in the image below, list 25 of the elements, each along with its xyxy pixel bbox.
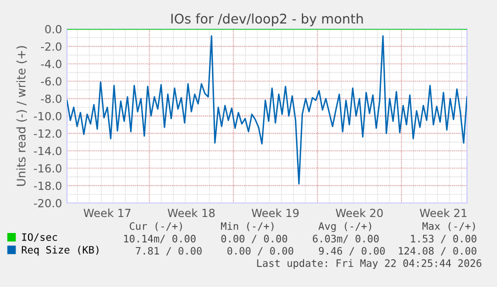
line-series xyxy=(67,35,467,185)
text: 7.81 / 0.00 0.00 / 0.00 9.46 / 0.00 124.08 / 0.00 xyxy=(136,247,476,256)
y-tick-label: -16.0 xyxy=(34,164,62,173)
x-tick-label: Week 20 xyxy=(336,208,383,218)
x-tick-label: Week 17 xyxy=(84,208,130,218)
y-tick-label: -4.0 xyxy=(41,60,62,68)
chart-title: IOs for /dev/loop2 - by month xyxy=(171,13,363,26)
y-tick-label: -14.0 xyxy=(34,146,62,156)
y-tick-label: -8.0 xyxy=(41,94,62,103)
y-tick-label: -6.0 xyxy=(41,77,62,86)
x-tick-label: Week 21 xyxy=(420,208,466,218)
x-tick-label: Week 18 xyxy=(168,208,215,218)
y-tick-label: -2.0 xyxy=(41,42,62,51)
y-tick-label: 0.0 xyxy=(45,24,62,34)
y-axis-title: Units read (-) / write (+) xyxy=(16,46,27,186)
text: Last update: Fri May 22 04:25:44 2026 xyxy=(257,259,482,269)
legend-label: Req Size (KB) xyxy=(22,246,98,256)
y-tick-label: -18.0 xyxy=(34,182,62,190)
y-tick-label: -12.0 xyxy=(34,129,62,138)
text: 10.14m/ 0.00 0.00 / 0.00 6.03m/ 0.00 1.53 / 0.00 xyxy=(124,234,476,244)
y-tick-label: -20.0 xyxy=(34,198,62,208)
x-tick-label: Week 19 xyxy=(252,208,299,218)
y-tick-label: -10.0 xyxy=(34,112,62,120)
text: Cur (-/+) Min (-/+) Avg (-/+) Max (-/+) xyxy=(130,222,475,232)
legend-label: IO/sec xyxy=(22,233,57,242)
